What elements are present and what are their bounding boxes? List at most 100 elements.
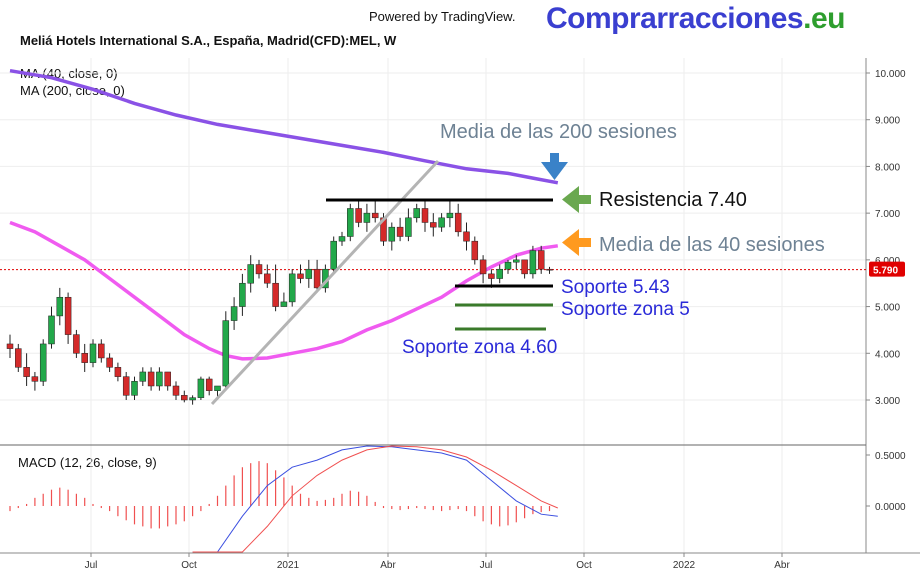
macd-tick-label: 0.5000	[875, 451, 906, 462]
candle	[255, 259, 263, 279]
candle	[272, 264, 279, 312]
candle	[338, 231, 346, 246]
candle	[147, 367, 155, 391]
candle-body	[147, 371, 155, 387]
candle	[15, 343, 22, 372]
candle-body	[164, 371, 171, 387]
candle-body	[197, 378, 205, 398]
ma40-line	[9, 220, 559, 361]
candle-body	[537, 250, 545, 270]
candle-body	[396, 226, 404, 237]
candle	[313, 259, 321, 293]
arrow-left-green-icon	[562, 186, 591, 213]
candle-body	[405, 217, 412, 237]
candle-body	[222, 320, 230, 387]
candle	[81, 343, 88, 372]
label-media-40: Media de las 40 sesiones	[599, 234, 825, 256]
label-soporte-zona-5: Soporte zona 5	[561, 299, 690, 320]
candle	[504, 259, 512, 274]
candle	[89, 339, 97, 368]
candle-body	[73, 334, 80, 354]
price-tick-label: 5.000	[875, 303, 900, 314]
candle-body	[288, 273, 296, 303]
time-tick-label: 2021	[277, 560, 300, 571]
candle-body	[89, 343, 97, 363]
label-resistencia: Resistencia 7.40	[599, 189, 747, 211]
candle-body	[430, 222, 437, 228]
candle	[513, 255, 520, 270]
price-tick-label: 9.000	[875, 116, 900, 127]
time-axis: Jul Oct 2021 Abr Jul Oct 2022 Abr	[85, 553, 790, 571]
candle-body	[156, 371, 163, 387]
candle-body	[230, 306, 238, 321]
candle-body	[114, 367, 122, 377]
candle-body	[64, 296, 72, 335]
time-tick-label: Jul	[85, 560, 98, 571]
candle	[305, 259, 313, 288]
candle	[189, 395, 196, 405]
candle	[546, 266, 553, 274]
candle-body	[131, 381, 138, 396]
last-price-badge: 5.790	[869, 261, 905, 277]
candle-body	[214, 385, 221, 391]
candle	[355, 199, 362, 228]
ma200-line	[9, 68, 559, 185]
candle-body	[247, 264, 254, 284]
macd-line	[192, 445, 558, 553]
candle-body	[347, 208, 354, 237]
last-price-value: 5.790	[873, 266, 898, 277]
signal-line	[192, 445, 558, 553]
candle-body	[255, 264, 263, 275]
candle	[247, 255, 254, 293]
candle	[446, 199, 454, 228]
candle	[297, 264, 304, 284]
candle-body	[371, 212, 379, 219]
candle-body	[172, 385, 180, 396]
candle	[413, 203, 420, 223]
candle	[405, 208, 412, 242]
candle-body	[479, 259, 487, 275]
grid	[0, 58, 866, 553]
time-tick-label: Abr	[380, 560, 396, 571]
candle	[347, 203, 354, 242]
candle	[39, 339, 47, 386]
candle-body	[280, 301, 288, 307]
candle-body	[529, 250, 537, 275]
candle-body	[388, 226, 396, 242]
macd-legend: MACD (12, 26, close, 9)	[18, 455, 157, 470]
candle-body	[81, 353, 88, 363]
candle	[363, 203, 371, 232]
candle-body	[330, 240, 337, 270]
candle	[388, 222, 396, 251]
price-tick-label: 8.000	[875, 162, 900, 173]
candle-body	[546, 268, 553, 271]
candle	[479, 255, 487, 284]
candle-body	[264, 273, 271, 284]
candle	[197, 376, 205, 400]
candle	[330, 236, 337, 274]
price-tick-label: 6.000	[875, 256, 900, 267]
candle-body	[521, 259, 528, 275]
candle	[537, 245, 545, 274]
candle-body	[239, 282, 246, 307]
candle	[471, 236, 479, 265]
candle	[6, 334, 14, 358]
candles	[6, 199, 553, 405]
label-soporte-zona-460: Soporte zona 4.60	[402, 337, 557, 358]
candle	[396, 217, 404, 242]
candle	[205, 376, 213, 396]
macd-tick-label: 0.0000	[875, 502, 906, 513]
candle	[230, 297, 238, 330]
candle-body	[463, 231, 470, 242]
candle	[430, 213, 437, 237]
candle-body	[471, 240, 479, 261]
candle-body	[504, 261, 512, 270]
candle-body	[205, 378, 213, 391]
candle-body	[6, 343, 14, 349]
trend-line	[210, 159, 440, 406]
candle	[239, 273, 246, 316]
candle-body	[513, 259, 520, 263]
candle-body	[272, 282, 279, 307]
candle	[438, 213, 445, 232]
